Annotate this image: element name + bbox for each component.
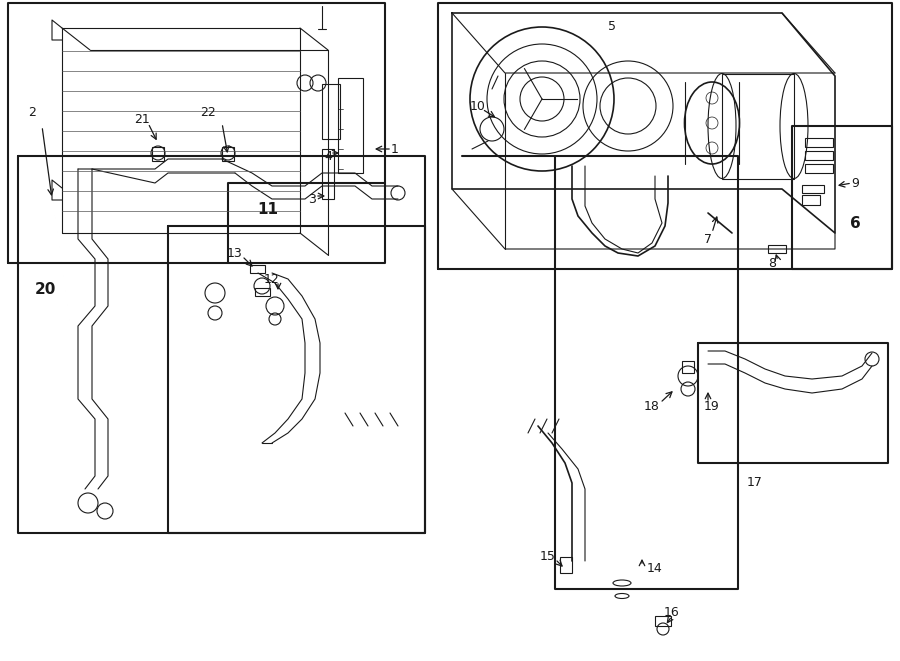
Text: 11: 11 [257, 202, 278, 217]
Text: 15: 15 [540, 549, 556, 563]
Bar [805, 151, 833, 160]
Text: 9: 9 [851, 176, 859, 190]
Text: 4: 4 [324, 149, 332, 163]
Text: 16: 16 [664, 607, 680, 619]
Text: 17: 17 [747, 477, 763, 490]
Text: 3: 3 [308, 192, 316, 206]
Bar [152, 147, 164, 161]
Text: 1: 1 [392, 143, 399, 155]
Text: 22: 22 [200, 106, 216, 120]
Text: 18: 18 [644, 399, 660, 412]
Text: 19: 19 [704, 399, 720, 412]
Text: 2: 2 [28, 106, 36, 120]
Bar [805, 164, 833, 173]
Bar [560, 557, 572, 573]
Text: 6: 6 [850, 215, 860, 231]
Text: 13: 13 [227, 247, 243, 260]
Text: 5: 5 [608, 20, 616, 32]
Bar [222, 147, 234, 161]
Bar [338, 78, 363, 173]
Bar [802, 195, 820, 205]
Bar [802, 185, 824, 193]
Bar [722, 74, 794, 179]
Text: 10: 10 [470, 100, 486, 112]
Text: 7: 7 [704, 233, 712, 245]
Bar [768, 245, 786, 253]
Bar [805, 138, 833, 147]
Bar [322, 84, 340, 139]
Bar [322, 149, 334, 199]
Text: 14: 14 [647, 563, 663, 576]
Bar [250, 265, 265, 273]
Bar [255, 288, 270, 296]
Bar [655, 616, 671, 626]
Text: 20: 20 [34, 282, 56, 297]
Bar [682, 361, 694, 373]
Text: 12: 12 [264, 272, 280, 286]
Text: 8: 8 [768, 256, 776, 270]
Text: 21: 21 [134, 112, 150, 126]
